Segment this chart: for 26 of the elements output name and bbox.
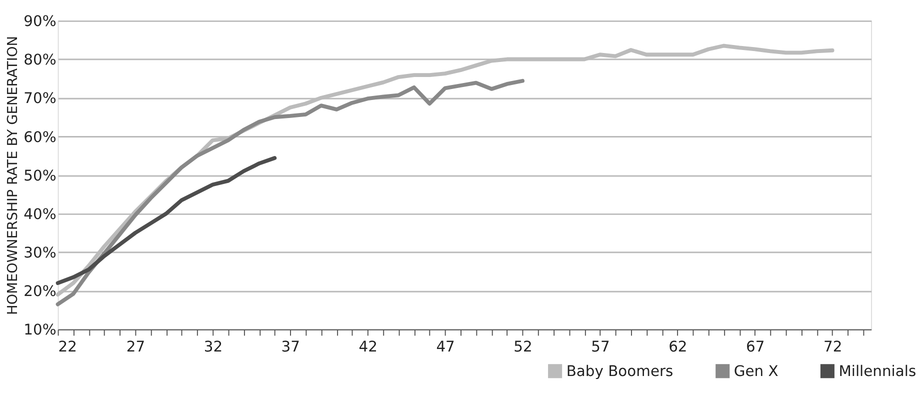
- legend-label: Baby Boomers: [566, 363, 674, 380]
- y-tick-label: 20%: [24, 283, 56, 300]
- line-series: [56, 78, 524, 306]
- y-tick-label: 70%: [24, 90, 56, 108]
- y-tick-label: 30%: [24, 244, 56, 262]
- y-tick-label: 40%: [24, 206, 56, 223]
- x-tick-label: 72: [823, 338, 842, 356]
- x-tick-label: 52: [514, 338, 532, 356]
- legend-label: Millennials: [838, 363, 916, 380]
- x-tick-label: 42: [358, 338, 378, 356]
- legend-label: Gen X: [734, 363, 778, 380]
- y-tick-label: 90%: [24, 13, 56, 30]
- x-tick-label: 67: [746, 338, 765, 356]
- y-axis-title: HOMEOWNERSHIP RATE BY GENERATION: [4, 36, 21, 315]
- x-tick-label: 57: [591, 338, 610, 356]
- y-tick-label: 50%: [24, 167, 56, 184]
- x-tick-label: 62: [668, 338, 688, 356]
- y-tick-label: 60%: [24, 128, 56, 146]
- y-tick-label: 10%: [24, 322, 56, 339]
- x-tick-label: 32: [204, 338, 223, 356]
- y-tick-label: 80%: [24, 52, 56, 69]
- line-series: [56, 156, 277, 285]
- x-tick-label: 47: [436, 338, 455, 356]
- x-tick-label: 27: [126, 338, 146, 356]
- x-tick-label: 37: [281, 338, 300, 356]
- x-tick-label: 22: [58, 338, 77, 356]
